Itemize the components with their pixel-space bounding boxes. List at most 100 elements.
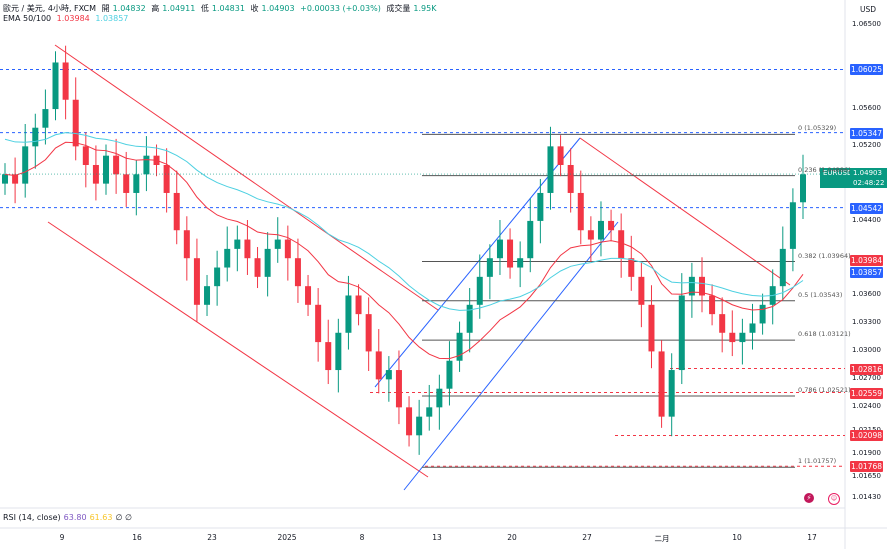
y-tick-label: 1.02150 [852,426,881,434]
candle-body [325,342,332,371]
candle-body [52,62,59,110]
candle-body [719,314,726,333]
candle-body [739,332,746,343]
candle-body [113,155,120,175]
candle-body [42,109,49,128]
change-value: +0.00033 (+0.03%) [300,4,381,13]
volume-value: 1.95K [413,4,437,13]
candle-body [648,304,655,352]
candle-body [62,62,69,100]
candle-body [779,248,786,287]
candle-body [416,416,423,436]
rsi-value-1: 63.80 [63,513,87,522]
candle-body [517,258,524,268]
currency-label[interactable]: USD [860,5,877,14]
high-value: 1.04911 [162,4,196,13]
candle-body [789,202,796,249]
price-tag: 1.05347 [850,127,883,139]
price-tag: 1.04542 [850,202,883,214]
price-tag: 1.03857 [850,266,883,278]
y-tick-label: 1.03000 [852,346,881,355]
candle-body [547,146,554,193]
rsi-ghost: ∅ ∅ [115,513,132,522]
candle-body [193,258,200,305]
candle-body [729,332,736,343]
candle-body [466,304,473,333]
fib-level-label: 0.236 (1.04886) [798,165,851,174]
candle-body [2,174,8,184]
candle-body [92,164,99,184]
x-tick-label: 17 [807,533,817,542]
candle-body [436,388,443,408]
candle-body [294,258,301,287]
candle-body [527,220,534,259]
events-bolt-icon[interactable]: ⚡ [804,493,814,503]
y-tick-label: 1.01650 [852,472,881,481]
candle-body [375,351,382,380]
open-value: 1.04832 [112,4,146,13]
price-tag: 1.02816 [850,363,883,375]
open-label: 開 [101,4,110,13]
x-tick-label: 16 [132,533,142,542]
emoji-icon[interactable]: ☺ [828,493,840,505]
y-tick-label: 1.05600 [852,104,881,113]
candle-body [244,239,251,259]
ema50-value: 1.03984 [56,14,90,23]
candle-body [800,174,806,203]
candle-body [698,276,705,296]
y-tick-label: 1.01900 [852,448,881,457]
ema50-line [4,141,804,360]
candle-body [406,407,413,436]
ema100-value: 1.03857 [95,14,129,23]
candle-body [456,332,463,361]
rsi-label: RSI (14, close) [3,513,61,522]
x-tick-label: 23 [207,533,217,542]
candle-body [567,164,574,193]
candle-body [628,258,635,277]
down-channel-lower [47,221,429,478]
candle-body [668,370,675,417]
candle-body [557,146,564,165]
symbol-info[interactable]: 歐元 / 美元, 4小時, FXCM [3,4,97,13]
candle-body [335,332,342,371]
candle-body [597,220,604,240]
rsi-legend[interactable]: RSI (14, close) 63.80 61.63 ∅ ∅ [3,513,132,522]
ema-legend[interactable]: EMA 50/100 1.03984 1.03857 [3,14,131,23]
x-tick-label: 13 [432,533,442,542]
candle-body [496,239,503,259]
candle-body [305,286,312,305]
current-price: 1.04903 [850,168,887,178]
candle-body [355,295,362,315]
symbol-legend: 歐元 / 美元, 4小時, FXCM 開 1.04832 高 1.04911 低 1.… [3,3,439,14]
fib-level-label: 0 (1.05329) [798,124,837,133]
candle-body [315,304,322,343]
candle-body [133,174,140,193]
x-tick-label: 20 [507,533,517,542]
price-tag: 1.02098 [850,430,883,442]
candle-body [537,192,544,221]
x-tick-label: 9 [59,533,65,542]
y-tick-label: 1.03300 [852,318,881,327]
countdown: 02:48:22 [850,178,887,188]
price-tag: 1.03984 [850,254,883,266]
candle-body [486,258,493,277]
candle-body [385,370,392,380]
candle-body [678,295,685,371]
candle-body [82,146,89,165]
candle-body [608,220,615,231]
candle-body [688,276,695,296]
candle-body [507,239,514,268]
fib-level-label: 0.5 (1.03543) [798,290,843,299]
candle-body [12,174,19,184]
candle-body [183,230,190,259]
fib-level-label: 0.786 (1.02521) [798,386,851,395]
candle-body [274,239,281,249]
candle-body [638,276,645,305]
candle-body [22,146,29,184]
price-tag: 1.02559 [850,387,883,399]
volume-label: 成交量 [386,4,411,13]
current-symbol: EURUSD [820,168,853,178]
candle-body [577,192,584,231]
candle-body [749,323,756,333]
